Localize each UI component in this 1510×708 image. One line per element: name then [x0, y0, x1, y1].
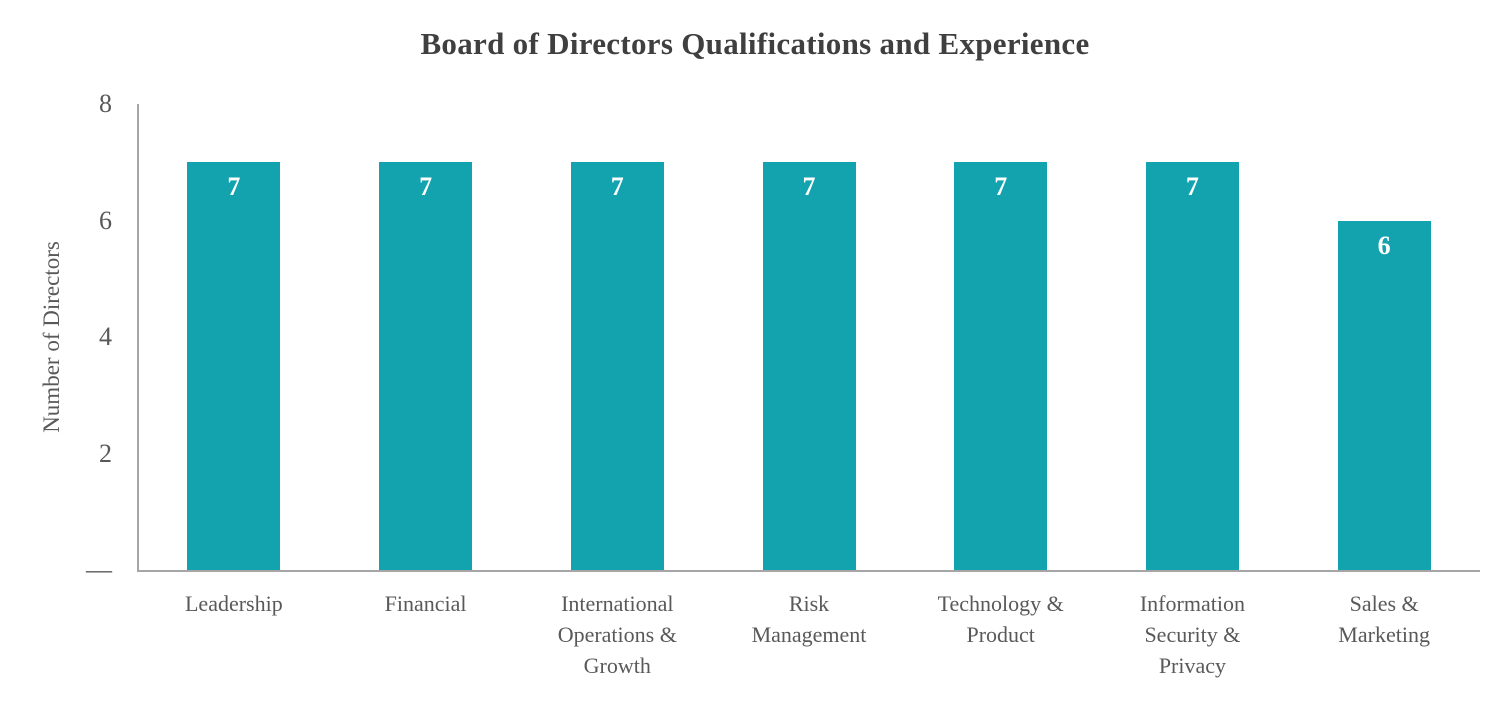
bar-value-label: 6: [1377, 230, 1391, 260]
x-axis-category-label: Financial: [384, 591, 467, 616]
y-axis-tick-label: 8: [99, 89, 112, 118]
x-axis-category-label: International Operations & Growth: [557, 591, 677, 678]
x-axis-category-label: Risk Management: [751, 591, 867, 647]
y-axis-tick-label: 2: [99, 438, 112, 468]
bar-value-label: 7: [802, 172, 816, 202]
bar: 7: [187, 162, 281, 570]
bar-value-label: 7: [610, 172, 624, 202]
bar-value-label: 7: [419, 172, 433, 202]
bar: 7: [379, 162, 473, 570]
bar-value-label: 7: [1185, 172, 1199, 202]
y-axis-tick-label: 6: [99, 205, 112, 235]
x-axis-category-label: Sales & Marketing: [1338, 591, 1430, 647]
bar: 7: [570, 162, 664, 570]
x-axis-category-label: Technology & Product: [937, 591, 1064, 647]
chart-title: Board of Directors Qualifications and Ex…: [420, 26, 1090, 61]
x-axis-category-label: Leadership: [184, 591, 283, 616]
y-axis-tick-label: 4: [99, 322, 112, 351]
x-axis-category-label: Information Security & Privacy: [1139, 591, 1245, 678]
bar: 7: [762, 162, 856, 570]
bar: 7: [1145, 162, 1239, 570]
bar: 6: [1337, 220, 1431, 570]
y-axis-line: [137, 104, 139, 572]
bar: 7: [954, 162, 1048, 570]
bar-value-label: 7: [994, 172, 1008, 202]
y-axis-tick-label: —: [86, 555, 112, 584]
x-axis-line: [137, 570, 1480, 572]
bar-value-label: 7: [227, 172, 241, 202]
